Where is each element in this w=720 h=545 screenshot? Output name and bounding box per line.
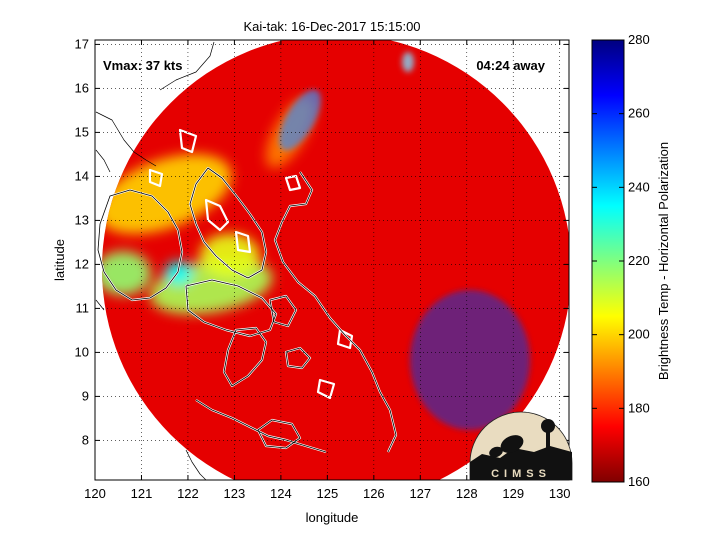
x-axis: 120 121 122 123 124 125 126 127 128 129 130 bbox=[84, 40, 571, 501]
x-tick-label: 128 bbox=[456, 486, 478, 501]
coastlines bbox=[95, 41, 398, 480]
y-tick-label: 12 bbox=[75, 256, 89, 271]
feature-convection-north bbox=[101, 154, 232, 234]
y-tick-label: 9 bbox=[82, 388, 89, 403]
feature-cold-band-west bbox=[101, 251, 151, 296]
colorbar-tick-label: 220 bbox=[628, 253, 650, 268]
time-away-annotation: 04:24 away bbox=[476, 58, 545, 73]
x-tick-label: 126 bbox=[363, 486, 385, 501]
feature-convection-mid bbox=[199, 233, 260, 278]
y-tick-label: 11 bbox=[76, 300, 90, 315]
y-tick-label: 16 bbox=[75, 80, 89, 95]
y-axis: 8 9 10 11 12 13 14 15 16 17 bbox=[75, 36, 569, 447]
y-tick-label: 13 bbox=[75, 212, 89, 227]
x-tick-label: 125 bbox=[317, 486, 339, 501]
y-tick-label: 15 bbox=[75, 124, 89, 139]
vmax-annotation: Vmax: 37 kts bbox=[103, 58, 183, 73]
x-tick-label: 130 bbox=[549, 486, 571, 501]
colorbar bbox=[591, 39, 625, 483]
x-tick-label: 121 bbox=[131, 486, 153, 501]
chart-title: Kai-tak: 16-Dec-2017 15:15:00 bbox=[243, 19, 420, 34]
x-tick-label: 127 bbox=[409, 486, 431, 501]
detail-layer bbox=[279, 52, 530, 430]
colorbar-tick-label: 200 bbox=[628, 327, 650, 342]
y-tick-label: 17 bbox=[75, 36, 89, 51]
colorbar-tick-label: 280 bbox=[628, 32, 650, 47]
x-tick-label: 120 bbox=[84, 486, 106, 501]
x-tick-label: 124 bbox=[270, 486, 292, 501]
x-axis-label: longitude bbox=[306, 510, 359, 525]
satellite-dish-icon bbox=[500, 435, 524, 453]
swath bbox=[101, 40, 569, 480]
y-tick-label: 10 bbox=[75, 344, 89, 359]
y-tick-label: 8 bbox=[82, 432, 89, 447]
y-tick-label: 14 bbox=[75, 168, 89, 183]
colorbar-tick-label: 160 bbox=[628, 474, 650, 489]
cimss-logo: CIMSS bbox=[469, 411, 573, 481]
x-tick-label: 122 bbox=[177, 486, 199, 501]
logo-text: CIMSS bbox=[491, 468, 551, 480]
colorbar-tick-label: 260 bbox=[628, 106, 650, 121]
colorbar-tick-label: 180 bbox=[628, 400, 650, 415]
x-tick-label: 123 bbox=[224, 486, 246, 501]
y-axis-label: latitude bbox=[52, 239, 67, 281]
tower-icon bbox=[546, 430, 550, 456]
colorbar-label: Brightness Temp - Horizontal Polarizatio… bbox=[656, 142, 671, 380]
gridlines bbox=[95, 40, 569, 480]
feature-layer bbox=[101, 96, 315, 315]
colorbar-tick-label: 240 bbox=[628, 179, 650, 194]
x-tick-label: 129 bbox=[502, 486, 524, 501]
colorbar-ticks: 160 180 200 220 240 260 280 bbox=[592, 32, 650, 489]
plot-frame bbox=[94, 39, 570, 481]
